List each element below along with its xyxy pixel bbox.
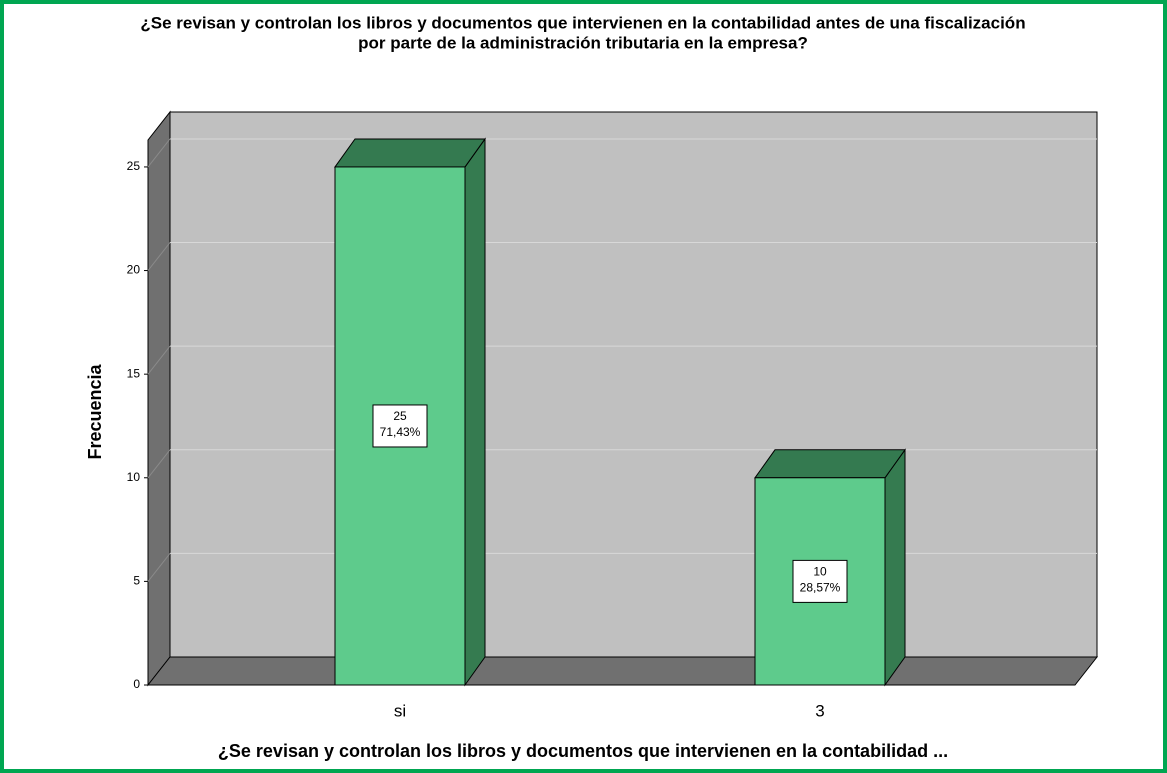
grid-line <box>147 449 171 479</box>
y-tick-label: 10 <box>127 470 141 484</box>
y-tick-label: 5 <box>133 574 140 588</box>
grid-line <box>147 345 171 375</box>
floor <box>146 656 1099 686</box>
y-tick-label: 25 <box>127 159 141 173</box>
bar-top <box>754 449 906 479</box>
data-label: 71,43% <box>380 425 421 439</box>
data-label-box <box>372 404 428 448</box>
x-tick-label: si <box>394 701 406 720</box>
data-label: 28,57% <box>800 581 841 595</box>
y-tick-label: 0 <box>133 677 140 691</box>
y-tick-label: 15 <box>127 366 141 380</box>
side-wall <box>147 110 171 687</box>
y-tick-label: 20 <box>127 263 141 277</box>
data-label-box <box>792 559 848 603</box>
x-axis-label: ¿Se revisan y controlan los libros y doc… <box>218 741 948 761</box>
data-label: 10 <box>813 565 827 579</box>
bar-top <box>334 138 486 168</box>
grid-line <box>147 242 171 271</box>
grid-line <box>147 553 171 582</box>
bar-side <box>464 137 486 687</box>
back-wall <box>169 111 1098 658</box>
chart-title: ¿Se revisan y controlan los libros y doc… <box>140 13 1025 32</box>
data-label: 25 <box>393 409 407 423</box>
chart-title: por parte de la administración tributari… <box>358 33 808 52</box>
y-axis-label: Frecuencia <box>85 363 105 459</box>
grid-line <box>147 138 171 168</box>
x-tick-label: 3 <box>815 701 824 720</box>
bar-side <box>884 448 906 687</box>
